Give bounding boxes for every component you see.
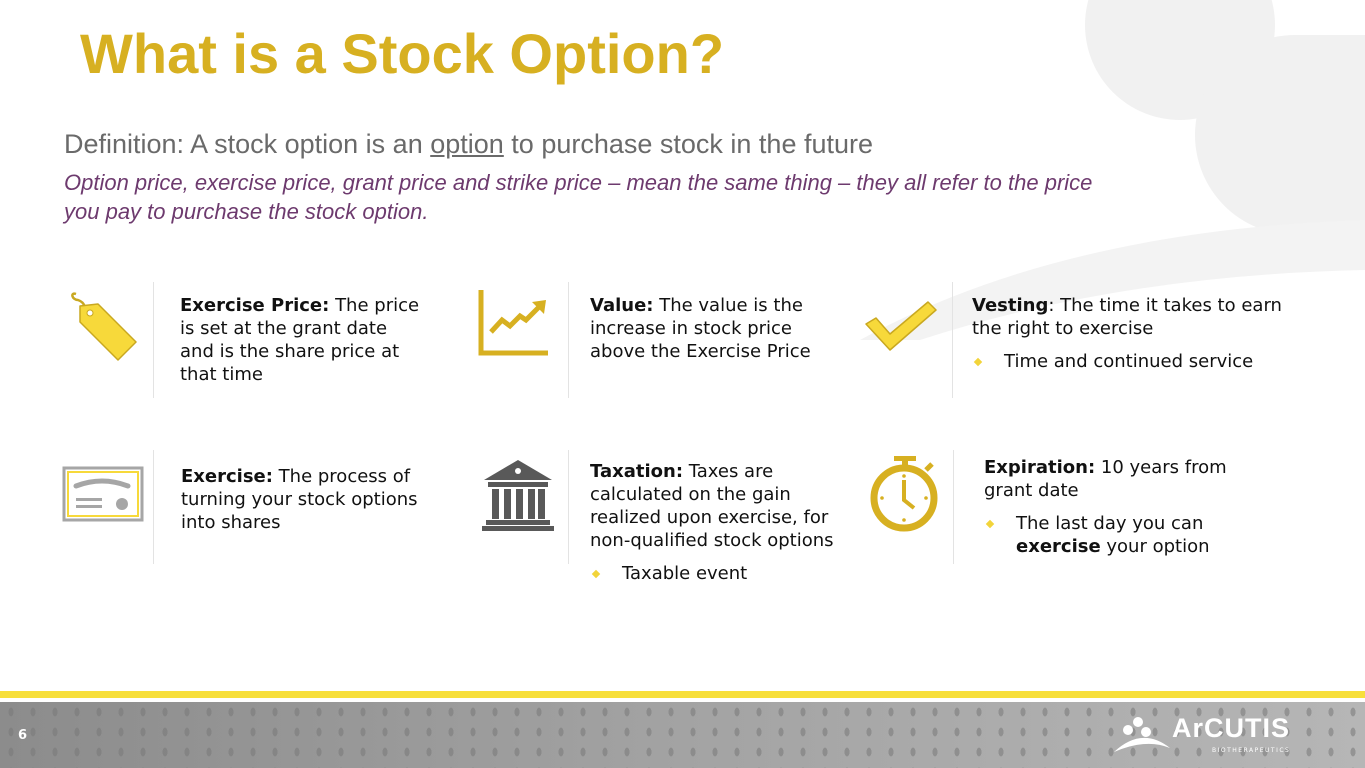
- divider: [568, 450, 569, 564]
- stopwatch-icon: [870, 456, 938, 532]
- divider: [953, 450, 954, 564]
- divider: [952, 282, 953, 398]
- card-value: Value: The value is the increase in stoc…: [590, 295, 811, 362]
- certificate-icon: [62, 466, 144, 522]
- footer-bar: [0, 702, 1365, 768]
- card-taxation: Taxation: Taxes are calculated on the ga…: [590, 460, 850, 585]
- card-exercise: Exercise: The process of turning your st…: [181, 466, 418, 533]
- bullet-item: Time and continued service: [972, 350, 1302, 373]
- page-title: What is a Stock Option?: [80, 22, 725, 85]
- page-number: 6: [18, 728, 28, 743]
- company-logo: ArCUTIS BIOTHERAPEUTICS: [1112, 714, 1312, 760]
- definition: Definition: A stock option is an option …: [64, 129, 874, 159]
- bullet-item: The last day you can exercise your optio…: [984, 512, 1244, 558]
- background-circle: [1195, 35, 1365, 235]
- logo-people-icon: [1114, 717, 1170, 752]
- card-expiration: Expiration: 10 years from grant date The…: [984, 456, 1244, 558]
- accent-band: [0, 691, 1365, 698]
- trend-chart-icon: [478, 290, 548, 356]
- background-arc: [860, 220, 1365, 340]
- price-note: Option price, exercise price, grant pric…: [64, 170, 1093, 224]
- divider: [153, 282, 154, 398]
- divider: [568, 282, 569, 398]
- card-vesting: Vesting: The time it takes to earn the r…: [972, 294, 1302, 373]
- logo-name: ArCUTIS: [1172, 713, 1291, 743]
- checkmark-icon: [865, 301, 937, 351]
- card-exercise-price: Exercise Price: The price is set at the …: [180, 295, 420, 385]
- price-tag-icon: [71, 292, 137, 361]
- bullet-item: Taxable event: [590, 562, 850, 585]
- divider: [153, 450, 154, 564]
- logo-subtitle: BIOTHERAPEUTICS: [1212, 747, 1291, 754]
- bank-building-icon: [482, 460, 554, 531]
